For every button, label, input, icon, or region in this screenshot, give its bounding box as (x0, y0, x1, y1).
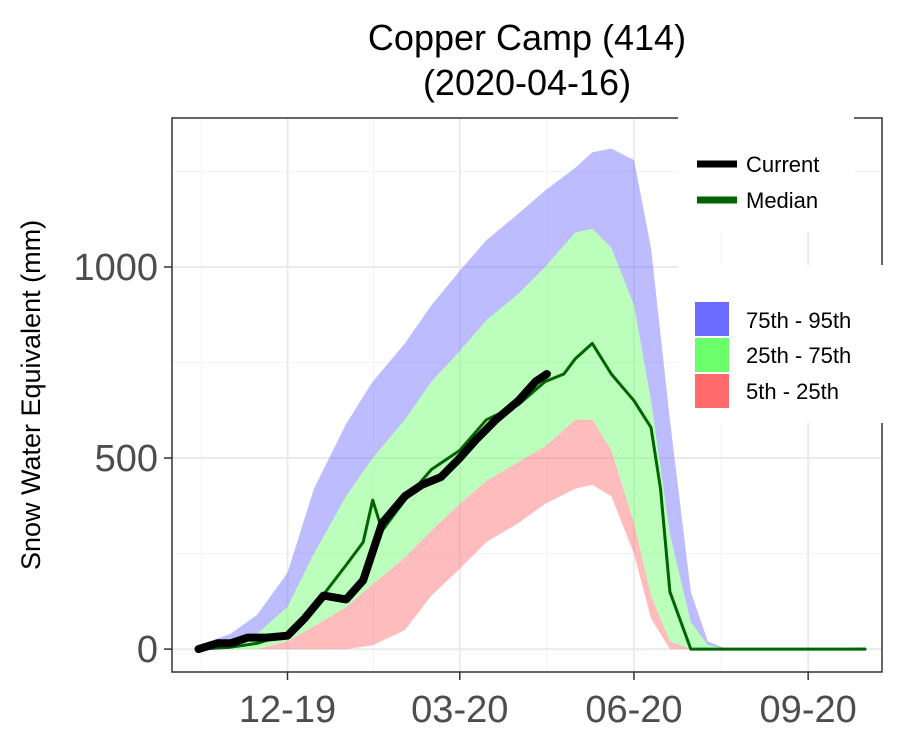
legend-key-75-95 (695, 302, 729, 336)
y-tick-label: 500 (95, 438, 158, 480)
legend-label-median: Median (746, 188, 818, 213)
legend-label-current: Current (746, 152, 819, 177)
minor-grid (172, 118, 882, 672)
x-tick-label: 09-20 (760, 689, 857, 731)
legend-label-25-75: 25th - 75th (746, 343, 851, 368)
band-5th-25th (198, 419, 865, 650)
legend: Current Median 75th - 95th 25th - 75th 5… (678, 110, 884, 423)
y-tick-label: 1000 (73, 247, 158, 289)
chart-title: Copper Camp (414) (368, 17, 686, 58)
x-tick-label: 03-20 (411, 689, 508, 731)
x-tick-label: 06-20 (585, 689, 682, 731)
y-axis-label: Snow Water Equivalent (mm) (16, 220, 46, 570)
y-axis: 0 500 1000 (73, 247, 172, 671)
legend-key-25-75 (695, 338, 729, 372)
y-tick-label: 0 (137, 629, 158, 671)
series-line-current (194, 370, 551, 654)
chart-subtitle: (2020-04-16) (423, 62, 631, 103)
x-tick-label: 12-19 (239, 689, 336, 731)
x-axis: 12-19 03-20 06-20 09-20 (239, 672, 857, 731)
band-75th-95th (198, 148, 865, 650)
legend-key-5-25 (695, 374, 729, 408)
series-lines (194, 341, 867, 654)
legend-lines-background (678, 110, 854, 232)
percentile-bands (198, 148, 865, 650)
legend-label-5-25: 5th - 25th (746, 379, 839, 404)
legend-label-75-95: 75th - 95th (746, 308, 851, 333)
band-25th-75th (198, 228, 865, 650)
